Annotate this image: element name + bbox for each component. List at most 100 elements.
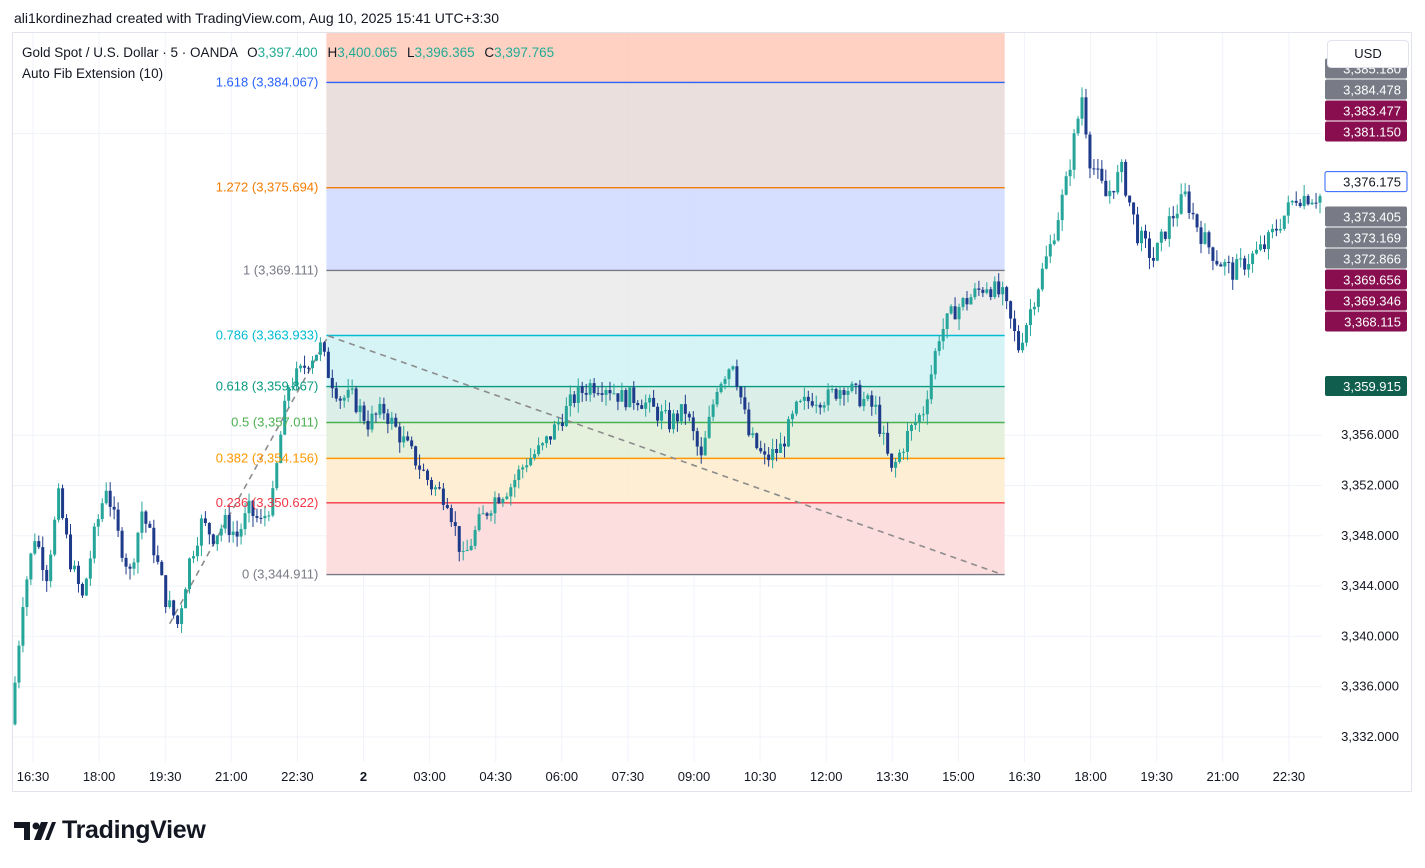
candle-body <box>1108 190 1112 197</box>
candle-body <box>1076 118 1080 134</box>
open-value: 3,397.400 <box>257 45 318 60</box>
candle-body <box>985 289 989 293</box>
candle-body <box>1147 238 1151 258</box>
price-tick-label: 3,356.000 <box>1341 427 1399 442</box>
candle-body <box>310 360 314 369</box>
candle-body <box>124 557 128 567</box>
candle-body <box>1052 240 1056 245</box>
close-label: C <box>484 45 495 60</box>
candle-body <box>667 410 671 430</box>
time-tick-label: 21:00 <box>1207 769 1240 784</box>
candle-body <box>552 424 556 440</box>
candle-body <box>786 419 790 447</box>
candle-body <box>378 403 382 415</box>
price-tick-label: 3,336.000 <box>1341 679 1399 694</box>
close-value: 3,397.765 <box>494 45 555 60</box>
candle-body <box>338 398 342 401</box>
time-tick-label: 19:30 <box>1140 769 1173 784</box>
candle-body <box>65 518 69 535</box>
candle-body <box>69 534 73 570</box>
candle-body <box>993 281 997 298</box>
candle-body <box>1235 258 1239 280</box>
candle-body <box>41 547 45 570</box>
candle-body <box>997 281 1001 295</box>
candle-body <box>1243 258 1247 270</box>
candle-body <box>25 579 29 608</box>
currency-button[interactable]: USD <box>1327 40 1409 68</box>
candle-body <box>600 393 604 395</box>
candle-body <box>33 541 37 554</box>
candle-body <box>1282 215 1286 229</box>
candle-body <box>80 583 84 596</box>
candle-body <box>937 341 941 352</box>
candle-body <box>878 404 882 434</box>
candle-body <box>866 395 870 400</box>
candle-body <box>382 403 386 414</box>
candle-body <box>917 415 921 423</box>
candle-body <box>743 397 747 410</box>
candle-body <box>1044 256 1048 269</box>
candle-body <box>1120 161 1124 173</box>
candle-body <box>580 386 584 393</box>
candle-body <box>17 645 21 683</box>
candle-body <box>703 437 707 456</box>
candle-body <box>1219 264 1223 267</box>
candle-body <box>858 384 862 407</box>
candle-body <box>1199 227 1203 244</box>
candle-body <box>517 469 521 481</box>
fib-level-label: 1.272 (3,375.694) <box>216 180 319 195</box>
candle-body <box>818 404 822 408</box>
candle-body <box>941 328 945 342</box>
candle-body <box>1032 306 1036 310</box>
candle-body <box>842 390 846 395</box>
candle-body <box>1266 232 1270 250</box>
price-marker <box>1325 79 1407 100</box>
time-tick-label: 18:00 <box>83 769 116 784</box>
price-tick-label: 3,352.000 <box>1341 477 1399 492</box>
fib-band <box>326 33 1005 83</box>
price-marker-label: 3,369.346 <box>1343 293 1401 308</box>
candle-body <box>453 522 457 527</box>
candle-body <box>1171 216 1175 219</box>
candle-body <box>358 405 362 413</box>
candle-body <box>707 416 711 438</box>
symbol-legend[interactable]: Gold Spot / U.S. Dollar · 5 · OANDA O3,3… <box>22 45 554 60</box>
candle-body <box>128 566 132 569</box>
candle-body <box>199 518 203 546</box>
high-label: H <box>327 45 338 60</box>
candle-body <box>1128 195 1132 203</box>
candle-body <box>88 558 92 579</box>
time-tick-label: 04:30 <box>479 769 512 784</box>
fib-band <box>326 82 1005 188</box>
chart-caption: ali1kordinezhad created with TradingView… <box>14 10 499 26</box>
candle-body <box>890 453 894 468</box>
candle-body <box>882 432 886 434</box>
candle-body <box>898 452 902 462</box>
candle-body <box>1274 228 1278 231</box>
indicator-legend[interactable]: Auto Fib Extension (10) <box>22 66 164 81</box>
candle-body <box>275 463 279 489</box>
candle-body <box>1064 176 1068 195</box>
fib-band <box>326 502 1005 575</box>
candle-body <box>949 306 953 314</box>
candle-body <box>231 531 235 536</box>
candle-body <box>731 366 735 370</box>
candle-body <box>406 436 410 441</box>
candle-body <box>1195 214 1199 228</box>
candle-body <box>61 488 65 519</box>
candle-body <box>188 558 192 590</box>
fib-level-label: 0.382 (3,354.156) <box>216 450 319 465</box>
candle-body <box>826 389 830 406</box>
candle-body <box>350 388 354 390</box>
candles <box>13 87 1322 726</box>
time-tick-label: 03:00 <box>413 769 446 784</box>
candle-body <box>945 313 949 329</box>
candle-body <box>132 562 136 569</box>
candle-body <box>263 515 267 519</box>
candle-body <box>172 600 176 616</box>
candle-body <box>767 454 771 461</box>
candle-body <box>1096 168 1100 170</box>
fib-level-label: 0 (3,344.911) <box>242 567 318 582</box>
candle-body <box>723 379 727 384</box>
